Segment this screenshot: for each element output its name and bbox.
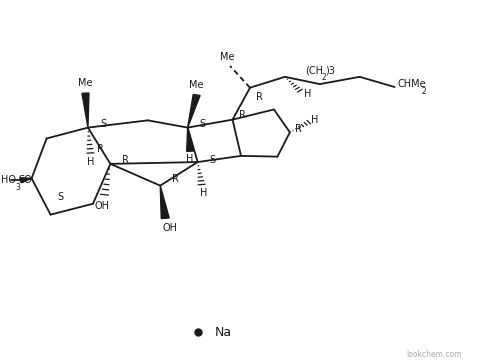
Text: 3: 3 <box>16 183 20 192</box>
Text: 2: 2 <box>322 73 326 82</box>
Text: (CH: (CH <box>305 65 323 75</box>
Text: R: R <box>172 174 178 184</box>
Text: H: H <box>311 115 318 125</box>
Text: S: S <box>200 119 205 129</box>
Text: Me: Me <box>78 78 92 88</box>
Text: HO: HO <box>0 175 16 185</box>
Text: Me: Me <box>190 80 204 90</box>
Text: OH: OH <box>162 223 178 233</box>
Text: R: R <box>122 155 129 165</box>
Text: H: H <box>304 88 311 99</box>
Text: S: S <box>58 192 64 202</box>
Text: R: R <box>296 124 302 134</box>
Text: R: R <box>97 145 104 154</box>
Text: R: R <box>239 110 246 120</box>
Text: )3: )3 <box>325 65 334 75</box>
Text: H: H <box>200 187 208 198</box>
Text: S: S <box>101 119 107 129</box>
Text: CHMe: CHMe <box>397 79 426 89</box>
Text: Me: Me <box>220 52 235 62</box>
Text: 2: 2 <box>421 87 426 96</box>
Text: Na: Na <box>215 326 232 339</box>
Text: H: H <box>87 157 94 167</box>
Text: SO: SO <box>18 175 32 185</box>
Polygon shape <box>20 178 32 183</box>
Polygon shape <box>82 93 89 128</box>
Text: S: S <box>210 155 216 165</box>
Text: lookchem.com: lookchem.com <box>406 350 462 359</box>
Polygon shape <box>188 95 200 128</box>
Text: H: H <box>186 154 194 164</box>
Polygon shape <box>186 128 194 151</box>
Text: OH: OH <box>94 201 110 210</box>
Polygon shape <box>160 186 169 218</box>
Text: R: R <box>256 92 262 102</box>
